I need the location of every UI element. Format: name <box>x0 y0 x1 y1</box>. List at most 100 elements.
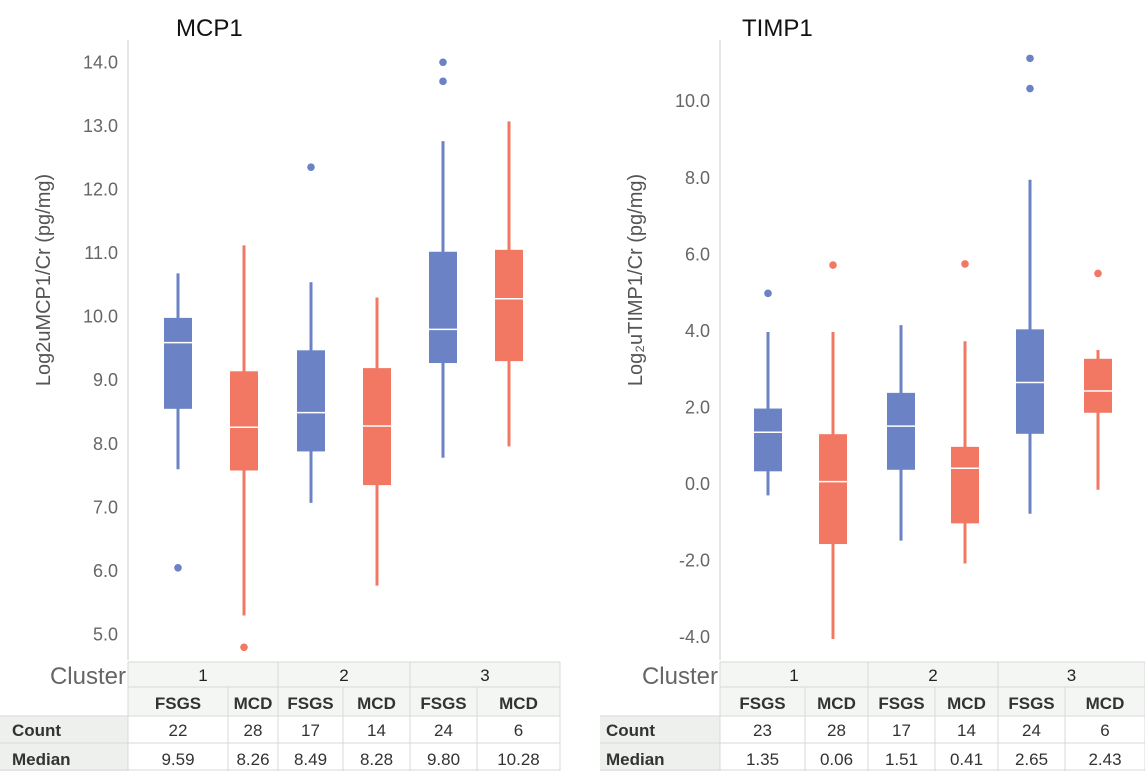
table-cell: 8.26 <box>236 750 269 769</box>
group-label: MCD <box>499 694 538 713</box>
cluster-label: 1 <box>789 666 798 685</box>
box-mcd-cluster-2 <box>363 297 391 586</box>
cluster-label: 2 <box>928 666 937 685</box>
y-tick-label: 11.0 <box>84 243 118 263</box>
y-tick-label: 5.0 <box>93 625 118 645</box>
table-cell: 28 <box>244 721 263 740</box>
box-iqr <box>1016 329 1044 434</box>
box-iqr <box>1084 358 1112 413</box>
box-fsgs-cluster-1 <box>164 273 192 572</box>
table-cell: 6 <box>1100 721 1109 740</box>
table-cell: 2.65 <box>1015 750 1048 769</box>
y-tick-label: 0.0 <box>685 474 710 494</box>
cluster-label: 3 <box>480 666 489 685</box>
chart-panel-mcp1: MCP1 5.0 6.0 7.0 8.0 9.0 10.0 11.0 12.0 13.0 14.0 L… <box>0 15 561 771</box>
group-label: FSGS <box>739 694 785 713</box>
box-fsgs-cluster-1 <box>754 289 782 496</box>
outlier-point <box>961 260 969 268</box>
y-tick-label: 14.0 <box>83 52 118 72</box>
box-iqr <box>754 408 782 472</box>
table-cell: 1.35 <box>746 750 779 769</box>
table-header-bg <box>128 662 560 716</box>
y-tick-label: 9.0 <box>93 370 118 390</box>
table-cell: 17 <box>301 721 320 740</box>
chart-title: TIMP1 <box>742 15 813 42</box>
box-iqr <box>164 317 192 409</box>
group-label: MCD <box>947 694 986 713</box>
y-tick-label: 10.0 <box>675 91 710 111</box>
outlier-point <box>1026 84 1034 93</box>
outlier-point <box>829 261 837 269</box>
box-iqr <box>887 392 915 470</box>
y-tick-label: 2.0 <box>685 397 710 417</box>
y-tick-label: 6.0 <box>685 244 710 264</box>
y-tick-label: 8.0 <box>93 434 118 454</box>
cluster-header-label: Cluster <box>642 663 718 690</box>
table-cell: 9.80 <box>427 750 460 769</box>
table-row-label: Median <box>12 750 71 769</box>
table-cell: 24 <box>1022 721 1041 740</box>
table-cell: 0.06 <box>820 750 853 769</box>
table-cell: 9.59 <box>161 750 194 769</box>
box-iqr <box>429 251 457 364</box>
group-label: MCD <box>817 694 856 713</box>
group-label: FSGS <box>1008 694 1054 713</box>
cluster-label: 2 <box>339 666 348 685</box>
box-iqr <box>495 249 523 362</box>
table-cell: 2.43 <box>1088 750 1121 769</box>
table-cell: 14 <box>957 721 976 740</box>
table-cell: 23 <box>753 721 772 740</box>
outlier-point <box>1094 269 1102 278</box>
box-mcd-cluster-2 <box>951 260 979 564</box>
y-tick-label: 8.0 <box>685 168 710 188</box>
group-label: FSGS <box>287 694 333 713</box>
chart-panel-timp1: TIMP1 -4.0 -2.0 0.0 2.0 4.0 6.0 8.0 10.0 Log₂uTIM… <box>600 15 1145 771</box>
group-label: MCD <box>1086 694 1125 713</box>
y-tick-label: 4.0 <box>685 321 710 341</box>
table-cell: 14 <box>367 721 386 740</box>
outlier-point <box>439 58 447 67</box>
table-cell: 10.28 <box>497 750 540 769</box>
table-cell: 1.51 <box>885 750 918 769</box>
table-cell: 28 <box>827 721 846 740</box>
y-axis-label: Log₂uTIMP1/Cr (pg/mg) <box>625 174 647 386</box>
table-row-label: Median <box>606 750 665 769</box>
table-cell: 22 <box>169 721 188 740</box>
y-axis-label: Log2uMCP1/Cr (pg/mg) <box>33 174 55 386</box>
box-fsgs-cluster-2 <box>887 325 915 541</box>
table-cell: 6 <box>514 721 523 740</box>
y-tick-label: 13.0 <box>83 116 118 136</box>
table-cell: 24 <box>434 721 453 740</box>
table-row-label: Count <box>12 721 61 740</box>
y-tick-label: 12.0 <box>83 179 118 199</box>
box-iqr <box>819 434 847 545</box>
outlier-point <box>764 289 772 298</box>
box-iqr <box>951 446 979 524</box>
group-label: FSGS <box>155 694 201 713</box>
table-header-bg <box>720 662 1145 716</box>
table-cell: 8.49 <box>294 750 327 769</box>
y-tick-label: 7.0 <box>93 497 118 517</box>
table-cell: 0.41 <box>950 750 983 769</box>
y-tick-label: 10.0 <box>83 307 118 327</box>
cluster-label: 1 <box>198 666 207 685</box>
outlier-point <box>307 163 315 171</box>
group-label: FSGS <box>878 694 924 713</box>
box-fsgs-cluster-2 <box>297 163 325 503</box>
outlier-point <box>1026 54 1034 63</box>
outlier-point <box>439 77 447 86</box>
summary-table: Cluster 1 2 3 FSGS MCD FSGS MCD FSGS MCD Count 22 28… <box>0 661 561 771</box>
box-fsgs-cluster-3 <box>429 58 457 458</box>
box-mcd-cluster-1 <box>230 245 258 652</box>
table-cell: 17 <box>892 721 911 740</box>
box-mcd-cluster-1 <box>819 261 847 639</box>
table-cell: 8.28 <box>360 750 393 769</box>
box-iqr <box>297 350 325 452</box>
cluster-header-label: Cluster <box>50 663 126 690</box>
box-iqr <box>230 371 258 471</box>
group-label: MCD <box>357 694 396 713</box>
box-mcd-cluster-3 <box>1084 269 1112 490</box>
y-tick-label: 6.0 <box>93 561 118 581</box>
outlier-point <box>174 563 182 572</box>
